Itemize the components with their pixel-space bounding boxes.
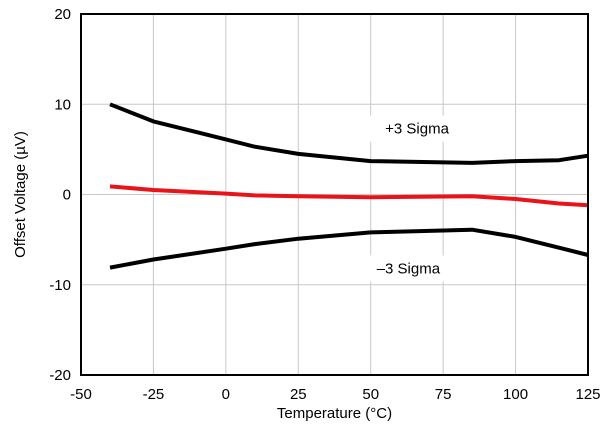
series-line-0: [109, 102, 589, 165]
x-tick-label: -50: [70, 386, 92, 403]
x-tick-label: 125: [575, 386, 600, 403]
y-tick-label: -20: [49, 367, 71, 384]
annotation-label-1: –3 Sigma: [377, 261, 441, 278]
y-tick-label: 20: [54, 6, 71, 23]
plot-area-border: [80, 13, 589, 376]
series-line-2: [109, 227, 589, 270]
x-tick-label: 0: [222, 386, 230, 403]
annotation-background: [356, 255, 461, 282]
x-tick-label: 25: [290, 386, 307, 403]
annotations: +3 Sigma –3 Sigma: [356, 115, 470, 282]
y-tick-label: -10: [49, 277, 71, 294]
x-tick-label: -25: [143, 386, 165, 403]
x-tick-label: 50: [362, 386, 379, 403]
y-tick-label: 10: [54, 96, 71, 113]
y-axis-title: Offset Voltage (µV): [12, 131, 29, 258]
y-tick-label: 0: [63, 187, 71, 204]
x-tick-label: 100: [503, 386, 528, 403]
series-group: [109, 102, 589, 270]
annotation-label-0: +3 Sigma: [385, 121, 449, 138]
x-axis-title: Temperature (°C): [277, 405, 392, 422]
tick-labels: -50 -25 0 25 50 75 100 125 -20 -10 0 10 20: [49, 6, 600, 403]
annotation-background: [365, 115, 470, 142]
grid: [80, 13, 589, 376]
x-tick-label: 75: [435, 386, 452, 403]
series-line-1: [109, 184, 589, 208]
